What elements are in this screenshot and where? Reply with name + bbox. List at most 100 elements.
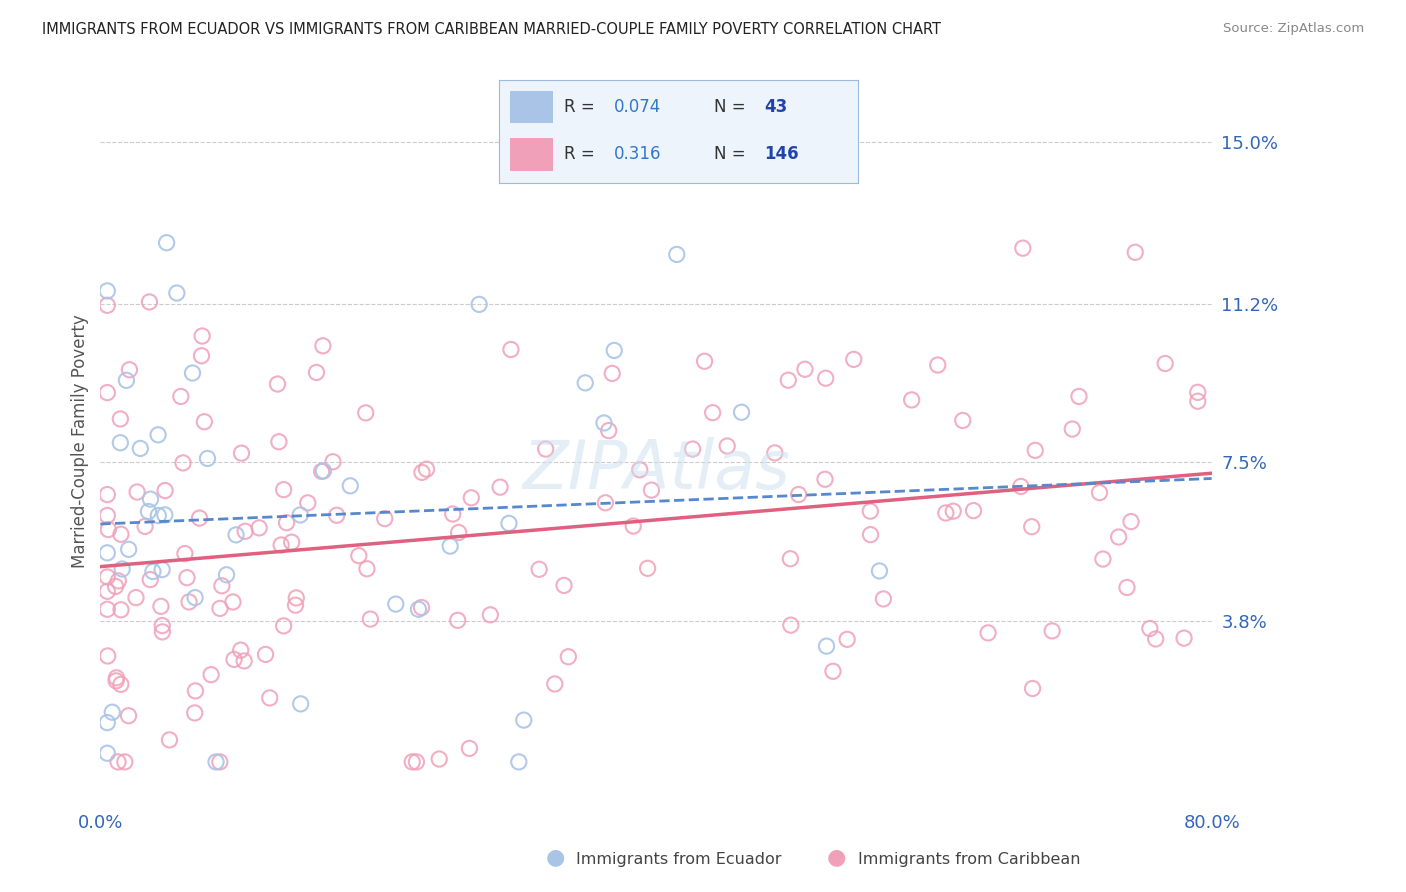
Point xyxy=(794,362,817,376)
Point xyxy=(1144,632,1167,646)
Point xyxy=(184,591,207,605)
Point xyxy=(211,579,233,593)
Point xyxy=(125,591,148,605)
Point xyxy=(427,752,450,766)
Point xyxy=(142,565,165,579)
Point xyxy=(815,639,838,653)
Point xyxy=(150,618,173,632)
Point xyxy=(166,286,188,301)
Point xyxy=(270,538,292,552)
Point xyxy=(231,446,253,460)
Point xyxy=(600,367,623,381)
Text: IMMIGRANTS FROM ECUADOR VS IMMIGRANTS FROM CARIBBEAN MARRIED-COUPLE FAMILY POVER: IMMIGRANTS FROM ECUADOR VS IMMIGRANTS FR… xyxy=(42,22,941,37)
Point xyxy=(325,508,347,523)
Point xyxy=(693,354,716,368)
Point xyxy=(1062,422,1084,436)
Point xyxy=(107,574,129,588)
Point xyxy=(197,451,219,466)
Point xyxy=(1021,681,1043,696)
Point xyxy=(96,602,118,616)
Point xyxy=(513,713,536,727)
Point xyxy=(1173,631,1195,645)
Point xyxy=(156,235,179,250)
Text: N =: N = xyxy=(714,98,745,116)
Point xyxy=(1154,357,1177,371)
Text: ●: ● xyxy=(827,847,846,867)
Point xyxy=(312,339,335,353)
Point xyxy=(1010,479,1032,493)
Point xyxy=(872,591,894,606)
Point xyxy=(305,366,328,380)
Point xyxy=(110,435,132,450)
Point xyxy=(665,247,688,261)
Point xyxy=(1116,581,1139,595)
Point xyxy=(527,562,550,576)
Point xyxy=(115,373,138,387)
Point xyxy=(259,690,281,705)
Point xyxy=(603,343,626,358)
Point xyxy=(544,677,567,691)
Point xyxy=(110,527,132,541)
Point xyxy=(415,462,437,476)
Point xyxy=(96,715,118,730)
Point xyxy=(247,521,270,535)
Point xyxy=(489,480,512,494)
Point xyxy=(534,442,557,456)
Point xyxy=(408,602,430,616)
Point xyxy=(96,546,118,560)
Point xyxy=(787,487,810,501)
Point xyxy=(127,485,149,500)
Point xyxy=(96,508,118,523)
Point xyxy=(290,697,312,711)
Y-axis label: Married-Couple Family Poverty: Married-Couple Family Poverty xyxy=(72,314,89,568)
Point xyxy=(962,503,984,517)
Point xyxy=(598,424,620,438)
Point xyxy=(553,578,575,592)
Point xyxy=(205,755,228,769)
Point xyxy=(716,439,738,453)
Bar xyxy=(510,91,553,123)
Point xyxy=(499,343,522,357)
Point xyxy=(779,551,801,566)
Point xyxy=(682,442,704,456)
Point xyxy=(557,649,579,664)
Point xyxy=(1021,519,1043,533)
Point xyxy=(1088,485,1111,500)
Point xyxy=(763,446,786,460)
Point xyxy=(447,613,470,627)
Point xyxy=(273,619,295,633)
Point xyxy=(110,603,132,617)
Point xyxy=(405,755,427,769)
Point xyxy=(222,595,245,609)
Point xyxy=(146,427,169,442)
Point xyxy=(927,358,949,372)
Point xyxy=(297,496,319,510)
Point xyxy=(97,523,120,537)
Point xyxy=(118,542,141,557)
Point xyxy=(498,516,520,531)
Text: Source: ZipAtlas.com: Source: ZipAtlas.com xyxy=(1223,22,1364,36)
Point xyxy=(96,487,118,501)
Point xyxy=(356,562,378,576)
Point xyxy=(384,597,406,611)
Point xyxy=(814,371,837,385)
Point xyxy=(1067,389,1090,403)
Point xyxy=(952,413,974,427)
Point xyxy=(96,746,118,760)
Point xyxy=(96,570,118,584)
Point xyxy=(1011,241,1033,255)
Point xyxy=(1119,515,1142,529)
Point xyxy=(101,705,124,719)
Text: ZIPAtlas: ZIPAtlas xyxy=(522,437,790,503)
Point xyxy=(479,607,502,622)
Point xyxy=(96,385,118,400)
Point xyxy=(200,667,222,681)
Point xyxy=(111,562,134,576)
Point xyxy=(208,755,231,769)
Point xyxy=(149,599,172,614)
Text: 43: 43 xyxy=(765,98,787,116)
Point xyxy=(900,392,922,407)
Text: 0.316: 0.316 xyxy=(614,145,661,163)
Point xyxy=(508,755,530,769)
Point xyxy=(215,567,238,582)
